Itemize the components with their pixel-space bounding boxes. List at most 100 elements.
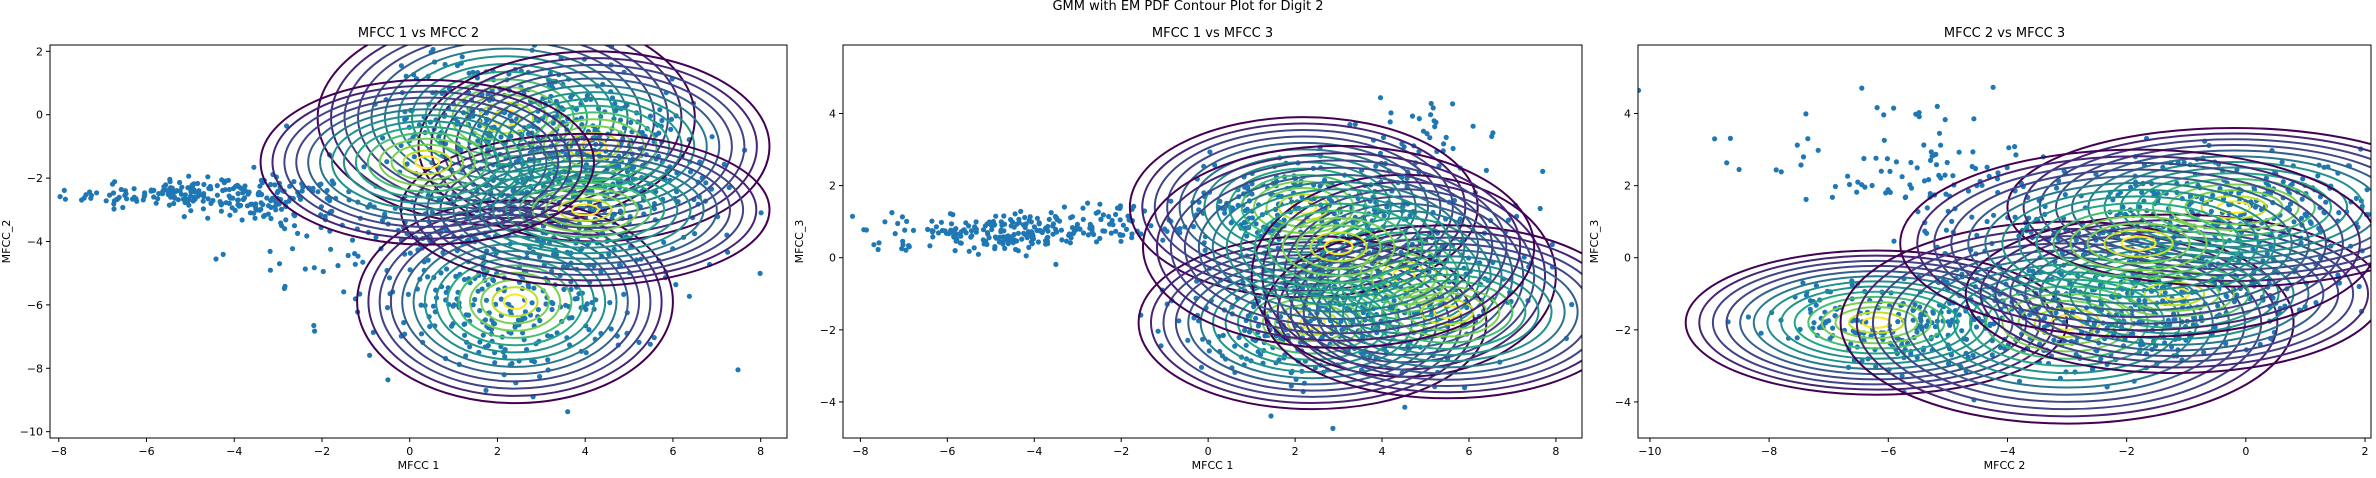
data-point xyxy=(312,328,318,334)
data-point xyxy=(1859,182,1865,188)
contour-level xyxy=(1950,168,2327,319)
contour-level xyxy=(1807,295,1946,350)
data-point xyxy=(1995,170,2001,176)
data-point xyxy=(379,218,386,224)
data-point xyxy=(462,332,468,338)
data-point xyxy=(1268,413,1274,419)
y-tick-label: 0 xyxy=(829,252,836,265)
data-point xyxy=(218,208,224,214)
data-point xyxy=(286,198,292,204)
contour-level xyxy=(1684,249,2069,396)
data-point xyxy=(1933,151,1939,157)
contour-level xyxy=(1141,144,1536,349)
data-point xyxy=(454,62,461,69)
data-point xyxy=(2335,272,2341,278)
data-point xyxy=(289,246,296,252)
data-point xyxy=(483,297,490,303)
data-point xyxy=(515,317,522,323)
data-point xyxy=(1177,226,1183,232)
data-point xyxy=(255,190,261,196)
data-point xyxy=(983,238,989,244)
data-point xyxy=(1990,84,1996,90)
data-point xyxy=(245,191,251,197)
data-point xyxy=(935,230,942,236)
y-tick-label: 2 xyxy=(36,45,43,58)
data-point xyxy=(984,230,991,236)
data-point xyxy=(402,117,408,123)
data-point xyxy=(2027,312,2033,318)
data-point xyxy=(1848,341,1854,347)
data-point xyxy=(483,387,489,393)
contour-level xyxy=(1967,175,2310,312)
contour-level xyxy=(1178,141,1429,273)
data-point xyxy=(1943,191,1949,197)
contour-level xyxy=(1433,304,1462,320)
data-point xyxy=(1113,228,1119,234)
data-point xyxy=(2098,356,2104,362)
data-point xyxy=(476,349,482,355)
plot-area xyxy=(849,95,1582,431)
contour-level xyxy=(401,228,629,376)
data-point xyxy=(320,268,326,275)
data-point xyxy=(2162,290,2168,296)
data-point xyxy=(173,188,179,194)
contour-level xyxy=(414,155,441,170)
data-point xyxy=(1118,238,1124,244)
data-point xyxy=(1928,149,1934,155)
data-point xyxy=(2128,184,2134,190)
y-tick-label: −6 xyxy=(27,299,43,312)
data-point xyxy=(972,224,978,230)
data-point xyxy=(1881,112,1887,118)
contour-level xyxy=(517,104,671,189)
data-point xyxy=(275,188,281,194)
data-point xyxy=(386,275,393,281)
data-point xyxy=(1815,147,1821,153)
data-point xyxy=(903,247,909,253)
data-point xyxy=(258,200,264,206)
data-point xyxy=(1114,205,1121,211)
x-tick-label: 0 xyxy=(406,445,413,458)
data-point xyxy=(524,31,529,36)
data-point xyxy=(1887,168,1893,174)
data-point xyxy=(1970,149,1976,155)
data-point xyxy=(2215,303,2221,309)
data-point xyxy=(2201,349,2207,356)
data-point xyxy=(2299,196,2305,202)
data-point xyxy=(1884,156,1890,162)
data-point xyxy=(951,229,957,236)
data-point xyxy=(382,211,388,217)
data-point xyxy=(167,176,173,182)
contour-level xyxy=(319,108,536,217)
contour-level xyxy=(492,91,696,202)
data-point xyxy=(1932,324,1939,330)
data-point xyxy=(79,197,85,203)
y-tick-label: −8 xyxy=(27,362,43,375)
data-point xyxy=(2093,171,2099,177)
data-point xyxy=(251,164,257,170)
data-point xyxy=(2012,144,2018,150)
data-point xyxy=(1246,329,1253,335)
data-point xyxy=(1969,163,1975,170)
contour-level xyxy=(492,170,679,249)
data-point xyxy=(279,223,285,229)
data-point xyxy=(993,235,999,241)
data-point xyxy=(1540,168,1546,174)
data-point xyxy=(1827,336,1833,342)
x-tick-label: 6 xyxy=(1465,445,1472,458)
data-point xyxy=(470,69,476,75)
data-point xyxy=(1984,218,1990,225)
data-point xyxy=(2073,237,2079,243)
data-point xyxy=(687,169,694,175)
data-point xyxy=(282,283,288,289)
contour-lines xyxy=(1684,126,2371,425)
data-point xyxy=(230,195,236,201)
data-point xyxy=(2223,293,2229,299)
data-point xyxy=(1949,218,1955,224)
data-point xyxy=(2210,192,2216,198)
data-point xyxy=(352,251,358,257)
data-point xyxy=(1036,221,1042,227)
data-point xyxy=(185,198,191,204)
data-point xyxy=(291,179,297,185)
data-point xyxy=(1244,206,1250,212)
data-point xyxy=(1035,239,1041,245)
